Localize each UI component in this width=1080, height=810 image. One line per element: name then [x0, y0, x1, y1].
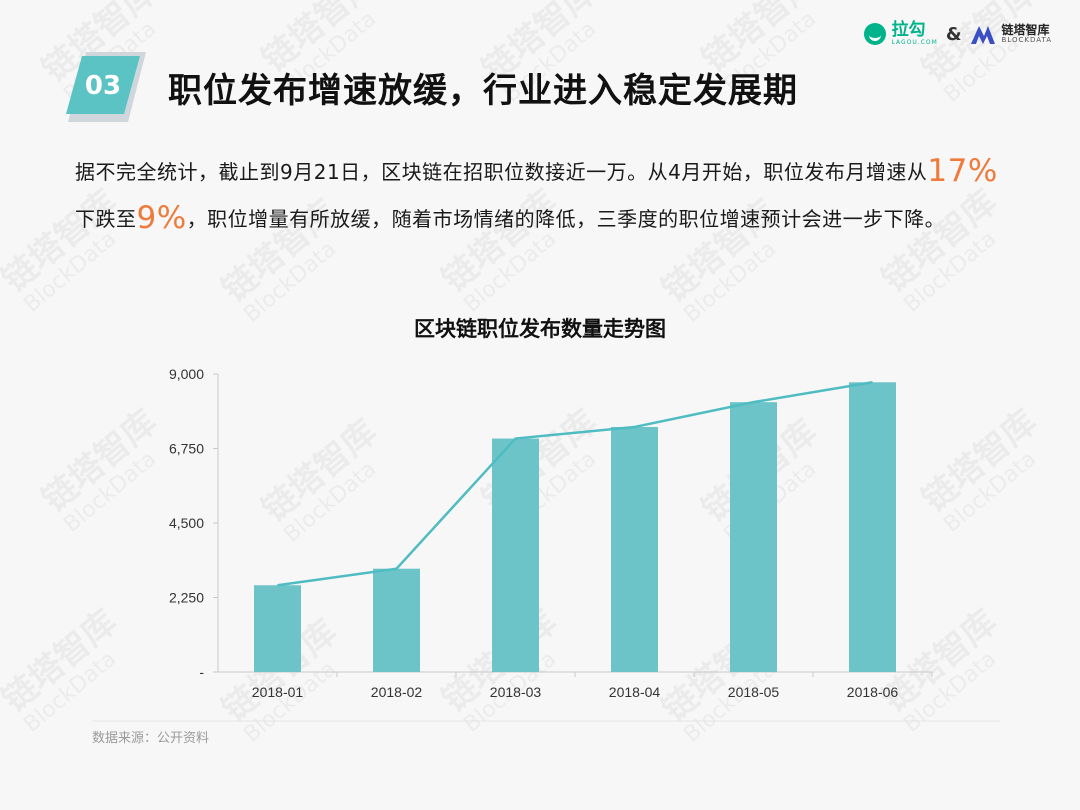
x-tick-label: 2018-03 — [490, 684, 542, 700]
bar-2018-05 — [730, 402, 777, 672]
x-tick-label: 2018-02 — [371, 684, 423, 700]
logo-ampersand: & — [945, 23, 962, 45]
blockdata-logo-sub: BLOCKDATA — [1001, 36, 1052, 44]
x-tick-label: 2018-06 — [847, 684, 899, 700]
x-tick-label: 2018-04 — [609, 684, 661, 700]
lagou-logo-name: 拉勾 — [891, 20, 926, 40]
y-tick-label: 6,750 — [169, 441, 204, 457]
blockdata-logo-name: 链塔智库 — [1001, 23, 1050, 37]
paragraph-part3: ，职位增量有所放缓，随着市场情绪的降低，三季度的职位增速预计会进一步下降。 — [186, 207, 946, 231]
lagou-logo: 拉勾 LAGOU.COM — [891, 20, 938, 47]
source-note: 数据来源：公开资料 — [92, 731, 210, 746]
badge-shape — [66, 52, 146, 122]
y-tick-label: - — [199, 664, 204, 680]
chart-title: 区块链职位发布数量走势图 — [414, 317, 666, 341]
highlight-17-percent: 17% — [927, 153, 998, 189]
section-badge: 03 — [60, 52, 146, 122]
page-title: 职位发布增速放缓，行业进入稳定发展期 — [168, 70, 798, 111]
paragraph-part1: 据不完全统计，截止到9月21日，区块链在招职位数接近一万。从4月开始，职位发布月… — [75, 160, 928, 184]
x-tick-label: 2018-01 — [252, 684, 304, 700]
section-number: 03 — [84, 71, 122, 101]
bar-2018-06 — [849, 382, 896, 672]
bar-2018-01 — [254, 585, 301, 672]
highlight-9-percent: 9% — [136, 200, 187, 236]
page-header: 03 职位发布增速放缓，行业进入稳定发展期 — [60, 52, 798, 122]
body-paragraph: 据不完全统计，截止到9月21日，区块链在招职位数接近一万。从4月开始，职位发布月… — [75, 148, 1015, 242]
lagou-logo-sub: LAGOU.COM — [891, 39, 938, 46]
y-tick-label: 9,000 — [169, 366, 204, 382]
blockdata-logo: 链塔智库 BLOCKDATA — [1002, 24, 1052, 44]
lagou-logo-icon — [863, 23, 886, 45]
bar-2018-03 — [492, 438, 539, 672]
bar-2018-04 — [611, 426, 658, 672]
bar-2018-02 — [373, 568, 420, 672]
blockdata-logo-icon — [970, 26, 995, 44]
logo-bar: 拉勾 LAGOU.COM & 链塔智库 BLOCKDATA — [863, 20, 1052, 48]
paragraph-part2: 下跌至 — [75, 207, 137, 231]
trend-line — [277, 381, 873, 587]
x-tick-label: 2018-05 — [728, 684, 780, 700]
y-tick-label: 4,500 — [169, 515, 204, 531]
y-tick-label: 2,250 — [169, 590, 204, 606]
